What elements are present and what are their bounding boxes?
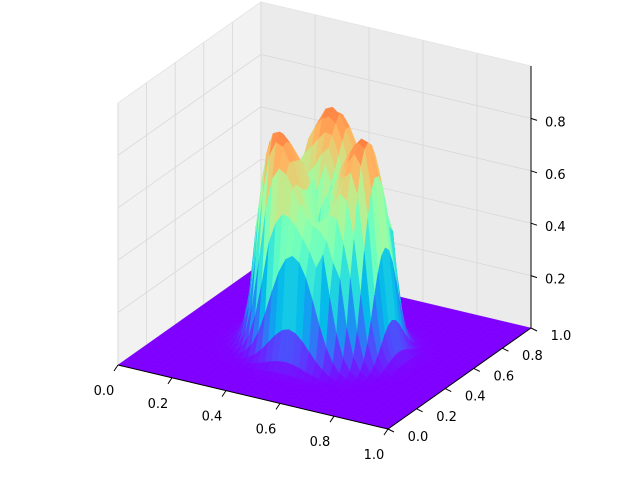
- x-tick-label: 0.6: [256, 422, 277, 437]
- x-tick-mark: [329, 415, 335, 423]
- y-tick-mark: [387, 428, 395, 433]
- x-tick-mark: [113, 364, 119, 372]
- z-tick-mark: [530, 275, 538, 279]
- z-tick-label: 0.6: [545, 168, 566, 183]
- x-tick-label: 0.8: [310, 435, 331, 450]
- surface: [117, 106, 532, 430]
- z-tick-label: 0.4: [545, 220, 566, 235]
- z-tick-mark: [530, 117, 538, 121]
- z-tick-label: 0.8: [545, 115, 566, 130]
- z-tick-mark: [530, 170, 538, 174]
- grid-z: [117, 53, 532, 156]
- x-tick-mark: [167, 377, 173, 385]
- y-tick-label: 0.0: [408, 430, 429, 445]
- y-axis-line: [387, 327, 532, 430]
- y-tick-mark: [473, 367, 481, 372]
- y-tick-label: 0.4: [465, 390, 486, 405]
- z-tick-mark: [530, 222, 538, 226]
- x-tick-label: 1.0: [364, 448, 385, 463]
- x-tick-mark: [221, 390, 227, 397]
- y-tick-label: 0.2: [436, 410, 457, 425]
- x-tick-mark: [383, 428, 389, 436]
- y-tick-mark: [530, 327, 538, 332]
- y-axis-ticks: 0.0 0.2 0.4 0.6 0.8 1.0: [387, 327, 572, 445]
- grid-z: [117, 106, 532, 209]
- x-tick-label: 0.4: [202, 410, 223, 425]
- y-tick-mark: [502, 347, 509, 352]
- y-tick-mark: [416, 408, 423, 413]
- y-tick-label: 0.8: [522, 349, 543, 364]
- y-tick-label: 0.6: [493, 369, 514, 384]
- x-tick-mark: [275, 403, 281, 410]
- x-axis-ticks: 0.0 0.2 0.4 0.6 0.8 1.0: [94, 364, 389, 463]
- z-axis-ticks: 0.2 0.4 0.6 0.8: [530, 115, 566, 288]
- grid-z: [117, 158, 532, 261]
- x-axis-line: [117, 364, 389, 430]
- x-tick-label: 0.0: [94, 384, 115, 399]
- z-tick-label: 0.2: [545, 273, 566, 288]
- axis-lines: [117, 66, 532, 430]
- y-tick-label: 1.0: [551, 329, 572, 344]
- y-tick-mark: [444, 388, 452, 393]
- x-tick-label: 0.2: [148, 397, 169, 412]
